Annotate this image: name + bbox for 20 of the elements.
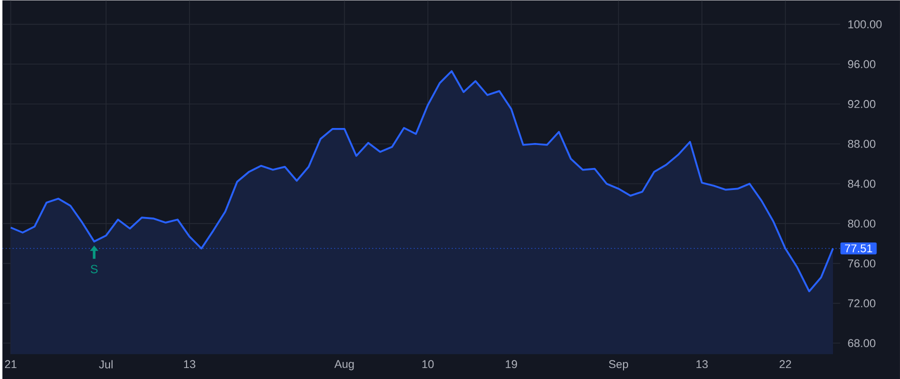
y-tick-label: 100.00 [848,20,882,28]
x-tick-label: 22 [780,360,792,368]
x-tick-label: 10 [422,360,434,368]
y-tick-label: 68.00 [848,338,876,347]
annotation: S [90,264,98,274]
y-tick-label: 92.00 [848,100,876,108]
x-tick-label: Jul [99,360,113,368]
y-tick-label: 76.00 [848,259,876,268]
y-tick-label: 72.00 [848,299,876,308]
x-tick-label: 13 [696,360,708,368]
y-tick-label: 96.00 [848,60,876,68]
y-tick-label: 80.00 [848,219,876,228]
x-tick-label: 19 [506,360,518,368]
x-tick-label: Aug [334,360,354,370]
x-tick-label: Sep [608,360,628,370]
y-tick-label: 88.00 [848,140,876,148]
x-tick-label: 13 [184,360,196,368]
y-tick-label: 84.00 [848,180,876,188]
x-tick-label: 21 [5,360,16,368]
ref-line-label: 77.51 [845,244,872,252]
